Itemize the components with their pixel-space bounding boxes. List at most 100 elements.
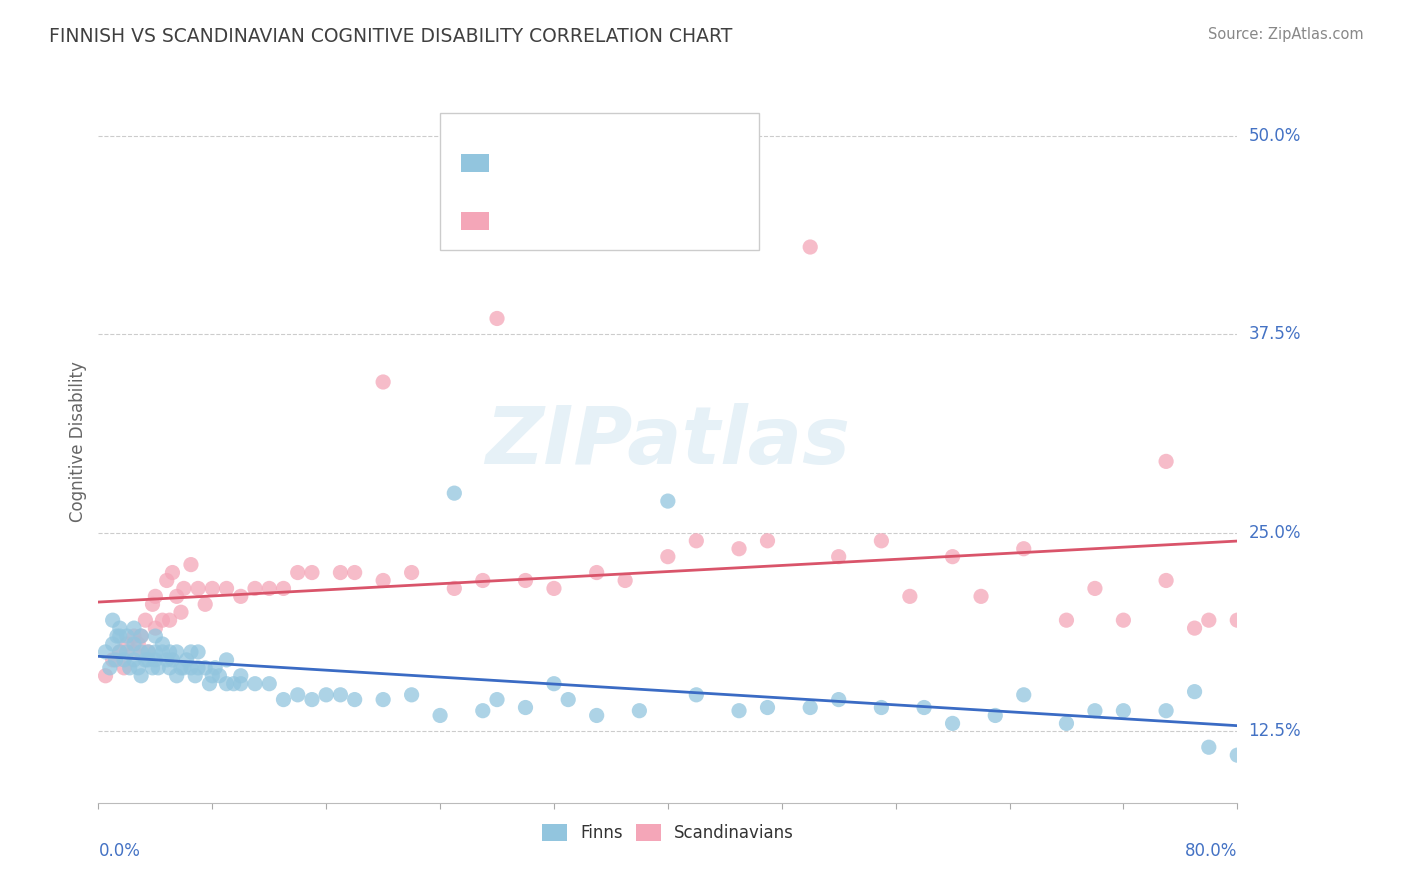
Point [187, 645, 209, 659]
Point [184, 669, 207, 683]
Point [145, 645, 167, 659]
Point [1012, 541, 1035, 556]
Point [208, 669, 231, 683]
Point [329, 566, 352, 580]
Point [101, 637, 124, 651]
Point [204, 661, 226, 675]
Point [557, 692, 579, 706]
Text: 80.0%: 80.0% [1185, 842, 1237, 860]
FancyBboxPatch shape [461, 154, 489, 172]
Point [1226, 613, 1249, 627]
Point [170, 661, 193, 675]
Point [373, 375, 395, 389]
Point [166, 645, 188, 659]
Point [118, 661, 141, 675]
Point [685, 688, 707, 702]
Point [166, 590, 188, 604]
Point [180, 558, 202, 572]
Point [243, 676, 266, 690]
Point [942, 549, 965, 564]
Point [115, 629, 138, 643]
Point [543, 582, 565, 596]
Point [628, 704, 651, 718]
Point [443, 582, 465, 596]
Point [799, 240, 821, 254]
Point [173, 661, 195, 675]
Point [194, 661, 217, 675]
Point [614, 574, 637, 588]
FancyBboxPatch shape [440, 112, 759, 250]
Point [127, 637, 149, 651]
Point [122, 653, 145, 667]
Point [108, 645, 131, 659]
Point [984, 708, 1007, 723]
Point [148, 661, 170, 675]
Point [273, 692, 295, 706]
Point [1226, 748, 1249, 763]
Point [173, 582, 195, 596]
Point [122, 621, 145, 635]
Text: R =  0.320   N = 63: R = 0.320 N = 63 [499, 212, 669, 230]
Point [315, 688, 337, 702]
Point [912, 700, 935, 714]
Point [898, 590, 921, 604]
Point [134, 613, 156, 627]
Point [222, 676, 245, 690]
Point [94, 669, 117, 683]
Point [108, 645, 131, 659]
Point [657, 494, 679, 508]
Point [970, 590, 993, 604]
Point [136, 645, 159, 659]
Point [1184, 684, 1206, 698]
Point [1112, 704, 1135, 718]
Point [515, 574, 537, 588]
Point [162, 566, 184, 580]
Text: 37.5%: 37.5% [1249, 326, 1301, 343]
Point [287, 688, 309, 702]
Point [201, 669, 224, 683]
Point [343, 566, 366, 580]
Point [156, 653, 179, 667]
Point [194, 597, 217, 611]
Point [129, 645, 152, 659]
Point [129, 629, 152, 643]
Legend: Finns, Scandinavians: Finns, Scandinavians [534, 817, 801, 848]
Point [112, 661, 135, 675]
Point [215, 653, 238, 667]
Point [104, 653, 127, 667]
Point [156, 574, 179, 588]
Point [141, 597, 163, 611]
Point [486, 311, 509, 326]
Point [471, 704, 494, 718]
Point [1056, 716, 1078, 731]
Point [1112, 613, 1135, 627]
Point [429, 708, 451, 723]
Point [115, 637, 138, 651]
Point [301, 566, 323, 580]
Point [145, 629, 167, 643]
Point [127, 661, 149, 675]
Point [543, 676, 565, 690]
Point [201, 582, 224, 596]
Point [94, 645, 117, 659]
Point [1056, 613, 1078, 627]
Text: FINNISH VS SCANDINAVIAN COGNITIVE DISABILITY CORRELATION CHART: FINNISH VS SCANDINAVIAN COGNITIVE DISABI… [49, 27, 733, 45]
Point [657, 549, 679, 564]
Point [343, 692, 366, 706]
Point [229, 669, 252, 683]
Point [152, 645, 174, 659]
Point [101, 653, 124, 667]
Point [301, 692, 323, 706]
Point [373, 574, 395, 588]
Point [170, 605, 193, 619]
Point [98, 661, 121, 675]
Point [799, 700, 821, 714]
Point [373, 692, 395, 706]
Point [828, 549, 851, 564]
Point [728, 541, 751, 556]
Point [1084, 704, 1107, 718]
Text: 0.0%: 0.0% [98, 842, 141, 860]
Point [870, 533, 893, 548]
Point [134, 653, 156, 667]
Point [1198, 613, 1220, 627]
